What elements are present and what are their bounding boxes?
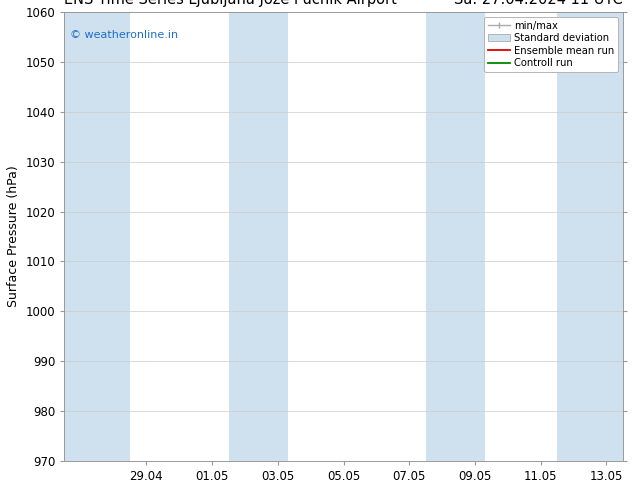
Text: Sa. 27.04.2024 11 UTC: Sa. 27.04.2024 11 UTC: [454, 0, 623, 7]
Bar: [426, 12, 485, 461]
Bar: [557, 12, 623, 461]
Y-axis label: Surface Pressure (hPa): Surface Pressure (hPa): [7, 166, 20, 307]
Legend: min/max, Standard deviation, Ensemble mean run, Controll run: min/max, Standard deviation, Ensemble me…: [484, 17, 618, 73]
Text: © weatheronline.in: © weatheronline.in: [70, 30, 178, 40]
Text: ENS Time Series Ljubljana Jože Pučnik Airport: ENS Time Series Ljubljana Jože Pučnik Ai…: [64, 0, 397, 7]
Bar: [229, 12, 288, 461]
Bar: [64, 12, 130, 461]
